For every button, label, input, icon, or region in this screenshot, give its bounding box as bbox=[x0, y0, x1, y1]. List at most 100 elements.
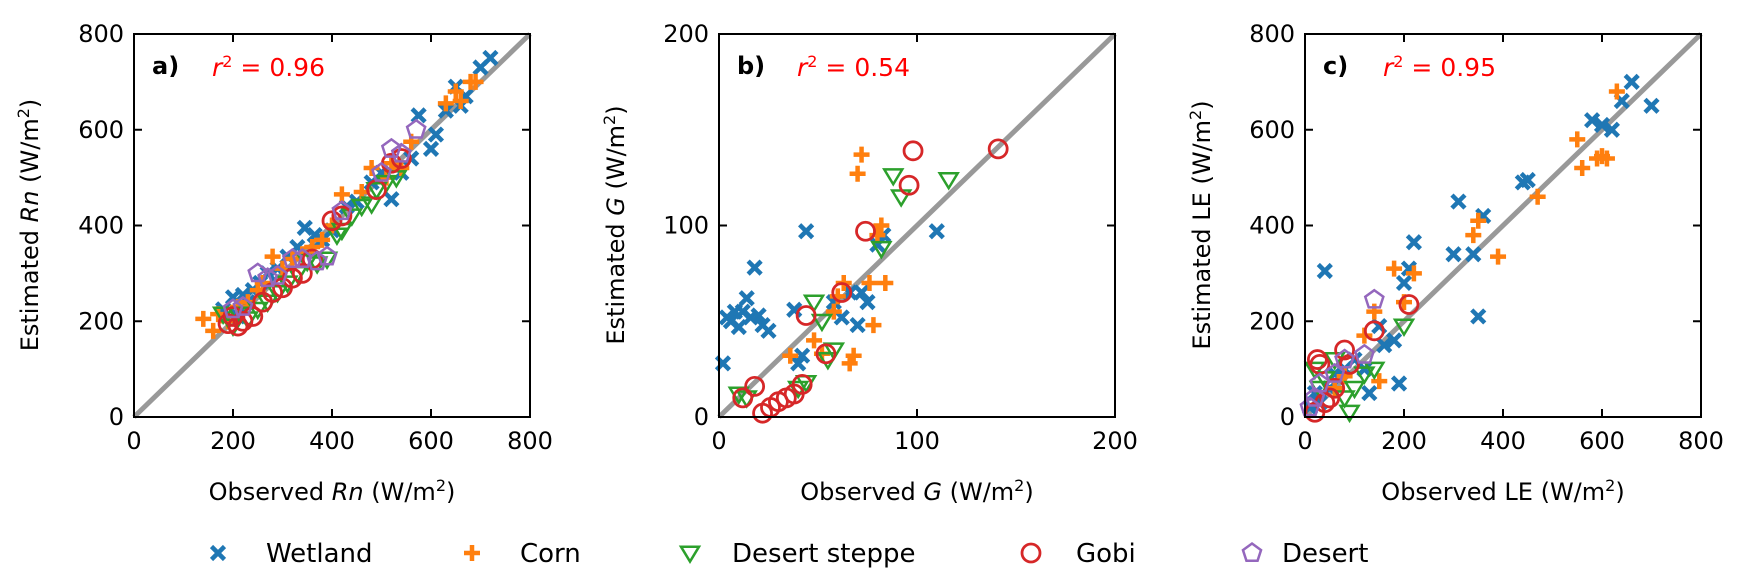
legend-label: Corn bbox=[520, 539, 581, 569]
steppe-point bbox=[810, 313, 834, 333]
wetland-point bbox=[869, 236, 886, 253]
panel-a: 0 200 400 600 800 0 200 400 600 800 a) r2 = 0.96 bbox=[78, 20, 553, 455]
corn-point bbox=[264, 248, 281, 265]
y-tick-label: 200 bbox=[663, 20, 709, 48]
desert-point bbox=[291, 247, 313, 268]
steppe-point bbox=[882, 168, 905, 187]
corn-point bbox=[1465, 227, 1482, 244]
gobi-point bbox=[242, 306, 264, 327]
wetland-point bbox=[1643, 97, 1660, 114]
steppe-point bbox=[1343, 380, 1366, 400]
wetland-point bbox=[427, 126, 445, 143]
wetland-point bbox=[849, 316, 866, 334]
corn-point bbox=[1386, 260, 1403, 277]
wetland-point bbox=[1603, 121, 1620, 138]
x-tick-label: 400 bbox=[1480, 427, 1526, 455]
x-tick-label: 200 bbox=[210, 427, 256, 455]
x-tick-label: 600 bbox=[1579, 427, 1625, 455]
gobi-point bbox=[898, 174, 920, 196]
wetland-point bbox=[928, 223, 945, 240]
corn-point bbox=[363, 160, 380, 177]
desert-point bbox=[257, 267, 279, 288]
legend-symbol bbox=[1241, 541, 1263, 562]
desert-point bbox=[1363, 288, 1385, 309]
x-tick-label: 800 bbox=[1678, 427, 1724, 455]
corn-point bbox=[1529, 188, 1546, 205]
corn-point bbox=[314, 231, 331, 248]
steppe-point bbox=[1333, 390, 1356, 409]
r2-annotation: r2 = 0.96 bbox=[212, 52, 325, 83]
desert-point bbox=[1304, 386, 1326, 407]
corn-point bbox=[467, 73, 484, 90]
wetland-point bbox=[750, 307, 767, 324]
corn-point bbox=[861, 274, 878, 291]
gobi-point bbox=[855, 220, 876, 242]
desert-point bbox=[1353, 343, 1375, 364]
desert-point bbox=[370, 161, 393, 182]
gobi-marker-icon bbox=[1020, 542, 1042, 564]
x-axis-label: Observed LE (W/m2) bbox=[1381, 476, 1624, 507]
wetland-point bbox=[859, 294, 876, 311]
legend-item-gobi: Gobi bbox=[1020, 539, 1136, 569]
x-tick-label: 0 bbox=[1297, 427, 1312, 455]
wetland-point bbox=[1584, 112, 1601, 129]
gobi-point bbox=[390, 148, 412, 169]
wetland-point bbox=[482, 49, 499, 67]
y-tick-label: 200 bbox=[78, 307, 124, 335]
y-axis-label: Estimated G (W/m2) bbox=[600, 105, 631, 344]
axis-ticks: 0 200 400 600 800 0 200 400 600 800 bbox=[1249, 20, 1724, 455]
desert-point bbox=[1334, 348, 1356, 369]
panel-label: a) bbox=[152, 52, 179, 80]
panel-c: 0 200 400 600 800 0 200 400 600 800 c) r2 = 0.95 bbox=[1249, 20, 1724, 455]
wetland-point bbox=[1395, 274, 1413, 292]
steppe-point bbox=[937, 171, 960, 191]
x-tick-label: 0 bbox=[126, 427, 141, 455]
desert-point bbox=[1299, 396, 1321, 417]
corn-point bbox=[1405, 265, 1422, 282]
y-tick-label: 600 bbox=[1249, 116, 1295, 144]
y-tick-label: 800 bbox=[1249, 20, 1295, 48]
desert-point bbox=[1324, 362, 1346, 383]
wetland-point bbox=[798, 223, 815, 240]
corn-point bbox=[869, 227, 886, 244]
corn-point bbox=[877, 274, 894, 291]
r2-annotation: r2 = 0.95 bbox=[1383, 52, 1496, 83]
desert-point bbox=[316, 245, 338, 266]
x-axis-label: Observed G (W/m2) bbox=[800, 476, 1033, 507]
legend-symbol bbox=[464, 545, 480, 561]
y-axis-label: Estimated Rn (W/m2) bbox=[14, 99, 45, 352]
gobi-point bbox=[987, 138, 1009, 160]
legend-item-desert-steppe: Desert steppe bbox=[678, 539, 915, 569]
one-to-one-line bbox=[717, 32, 1117, 419]
wetland-point bbox=[1390, 375, 1408, 392]
y-tick-label: 0 bbox=[694, 403, 709, 431]
desert-point bbox=[405, 118, 427, 139]
gobi-point bbox=[232, 310, 254, 332]
y-tick-label: 400 bbox=[78, 212, 124, 240]
desert-point bbox=[222, 298, 244, 319]
steppe-point bbox=[802, 294, 826, 314]
wetland-point bbox=[1361, 384, 1378, 402]
legend-item-desert: Desert bbox=[1241, 539, 1368, 569]
wetland-point bbox=[1465, 246, 1482, 263]
data-points bbox=[1299, 73, 1660, 424]
steppe-point bbox=[1392, 318, 1416, 337]
corn-point bbox=[333, 186, 350, 203]
panel-label: b) bbox=[737, 52, 765, 80]
corn-point bbox=[782, 347, 799, 364]
corn-point bbox=[304, 239, 321, 256]
desert-point bbox=[232, 295, 254, 316]
wetland-point bbox=[1445, 246, 1462, 263]
desert-point bbox=[267, 264, 289, 285]
gobi-point bbox=[831, 282, 853, 303]
y-tick-label: 400 bbox=[1249, 212, 1295, 240]
corn-point bbox=[873, 217, 890, 234]
gobi-point bbox=[1339, 353, 1360, 375]
wetland-point bbox=[1470, 308, 1487, 325]
wetland-point bbox=[1316, 262, 1333, 280]
r2-annotation: r2 = 0.54 bbox=[797, 52, 910, 83]
x-tick-label: 200 bbox=[1381, 427, 1427, 455]
legend-label: Wetland bbox=[266, 539, 373, 569]
wetland-point bbox=[410, 107, 427, 124]
gobi-point bbox=[744, 375, 766, 397]
